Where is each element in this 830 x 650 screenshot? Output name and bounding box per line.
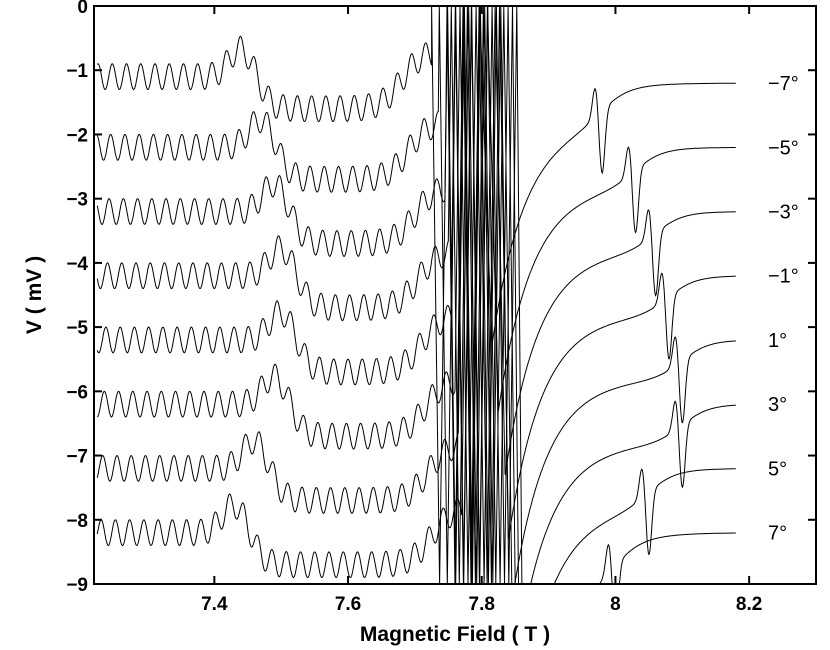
trace-line bbox=[96, 5, 736, 585]
x-tick-labels: 7.4 7.6 7.8 8 8.2 bbox=[201, 594, 762, 615]
trace-line bbox=[96, 5, 736, 585]
trace-angle-label: 5° bbox=[768, 458, 787, 480]
trace-angle-label: 3° bbox=[768, 394, 787, 416]
trace-angle-label: −5° bbox=[768, 137, 799, 159]
traces bbox=[96, 5, 736, 585]
y-tick-label: −5 bbox=[66, 318, 88, 339]
plot-frame bbox=[93, 5, 817, 585]
trace-angle-label: −3° bbox=[768, 202, 799, 224]
trace-angle-label: −7° bbox=[768, 73, 799, 95]
trace-angle-labels: −7° −5° −3° −1° 1° 3° 5° 7° bbox=[768, 73, 799, 545]
y-tick-label: −4 bbox=[66, 254, 88, 275]
y-tick-label: −7 bbox=[66, 447, 88, 468]
y-axis-title: V ( mV ) bbox=[23, 256, 46, 334]
trace-line bbox=[96, 5, 736, 585]
x-tick-label: 8.2 bbox=[736, 594, 762, 615]
y-tick-label: −3 bbox=[66, 190, 88, 211]
x-axis-title: Magnetic Field ( T ) bbox=[360, 623, 550, 646]
x-tick-label: 8 bbox=[610, 594, 621, 615]
y-tick-label: 0 bbox=[77, 0, 88, 18]
trace-line bbox=[96, 5, 736, 585]
trace-angle-label: 1° bbox=[768, 330, 787, 352]
trace-line bbox=[96, 5, 736, 585]
x-tick-label: 7.6 bbox=[335, 594, 361, 615]
trace-line bbox=[96, 5, 736, 585]
x-tick-label: 7.8 bbox=[469, 594, 495, 615]
y-tick-labels: 0 −1 −2 −3 −4 −5 −6 −7 −8 −9 bbox=[66, 0, 88, 596]
y-tick-label: −6 bbox=[66, 382, 88, 403]
trace-angle-label: 7° bbox=[768, 523, 787, 545]
trace-angle-label: −1° bbox=[768, 266, 799, 288]
y-tick-label: −9 bbox=[66, 575, 88, 596]
trace-line bbox=[96, 5, 736, 585]
y-tick-label: −8 bbox=[66, 511, 88, 532]
trace-line bbox=[96, 5, 736, 585]
x-tick-label: 7.4 bbox=[201, 594, 228, 615]
axis-ticks bbox=[94, 5, 816, 585]
y-tick-label: −2 bbox=[66, 125, 88, 146]
y-tick-label: −1 bbox=[66, 61, 88, 82]
